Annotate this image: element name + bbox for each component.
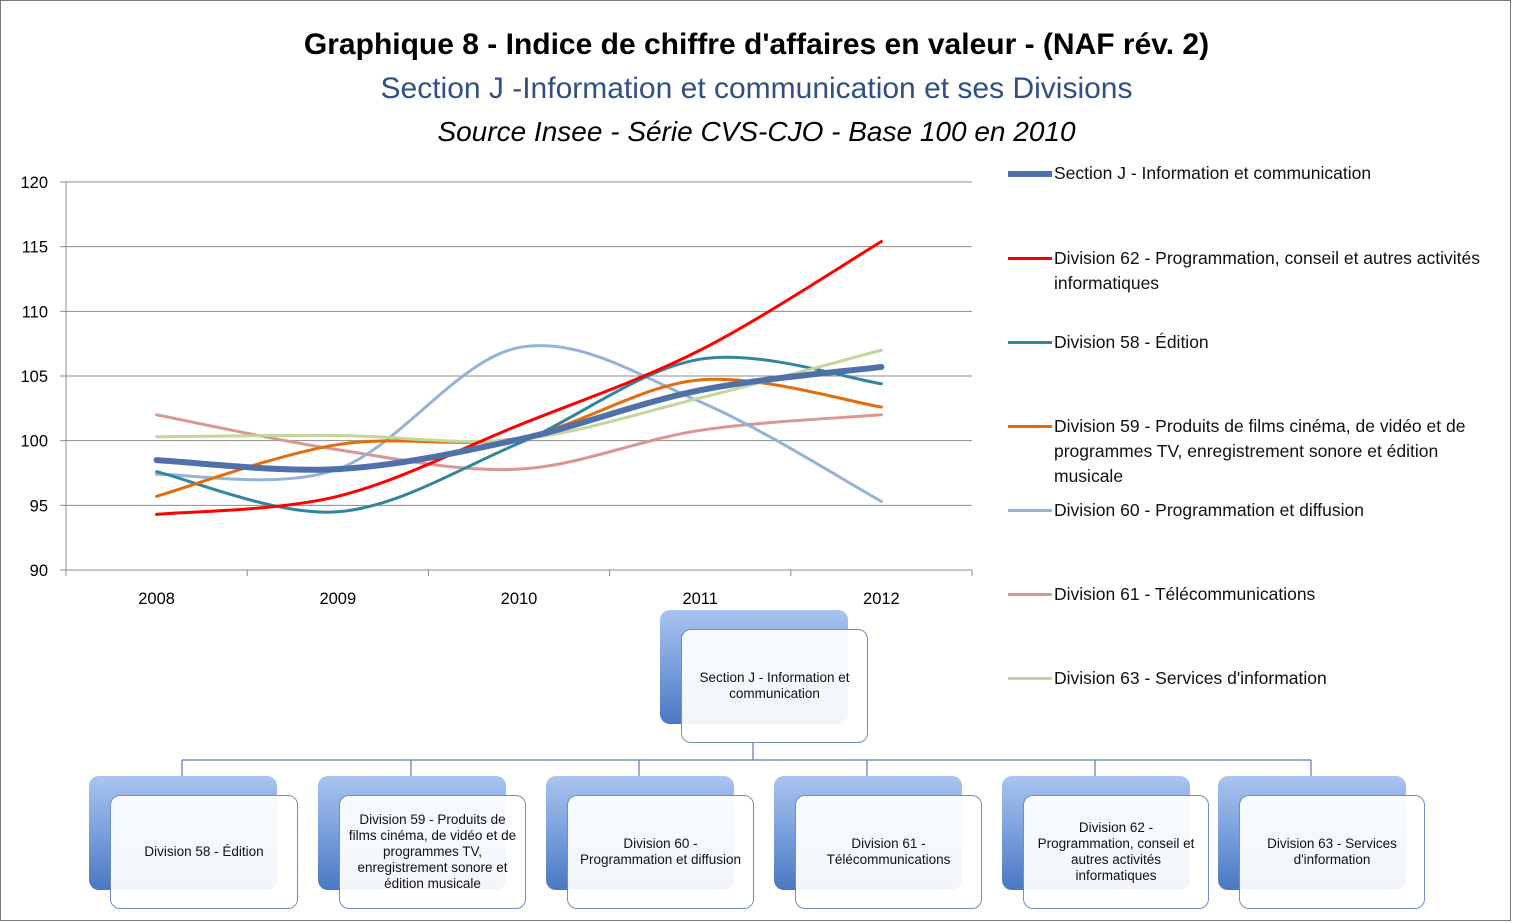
legend-label: Division 62 - Programmation, conseil et … [1054,248,1481,293]
legend-label: Division 60 - Programmation et diffusion [1054,500,1364,520]
legend-label: Division 58 - Édition [1054,332,1209,352]
legend-label: Division 61 - Télécommunications [1054,584,1316,604]
legend-label: Division 59 - Produits de films cinéma, … [1054,416,1466,486]
org-box-label: Division 59 - Produits de films cinéma, … [339,795,526,909]
legend-swatch [1008,677,1052,680]
legend-swatch [1008,341,1052,344]
org-box-label: Division 61 - Télécommunications [795,795,982,909]
org-box-label: Division 58 - Édition [110,795,298,909]
legend-label: Section J - Information et communication [1054,163,1372,183]
org-box-label: Section J - Information et communication [681,629,868,743]
chart-source-note: Source Insee - Série CVS-CJO - Base 100 … [437,116,1076,147]
org-box-label: Division 60 - Programmation et diffusion [567,795,754,909]
org-box-label: Division 63 - Services d'information [1239,795,1425,909]
legend-label: Division 63 - Services d'information [1054,668,1327,688]
legend-swatch [1008,509,1052,512]
chart-title: Graphique 8 - Indice de chiffre d'affair… [303,28,1210,61]
legend-swatch [1008,593,1052,596]
legend-swatch [1008,257,1052,260]
legend-swatch [1008,171,1052,177]
org-box-label: Division 62 - Programmation, conseil et … [1023,795,1209,909]
legend-swatch [1008,425,1052,428]
chart-subtitle: Section J -Information et communication … [380,72,1133,105]
